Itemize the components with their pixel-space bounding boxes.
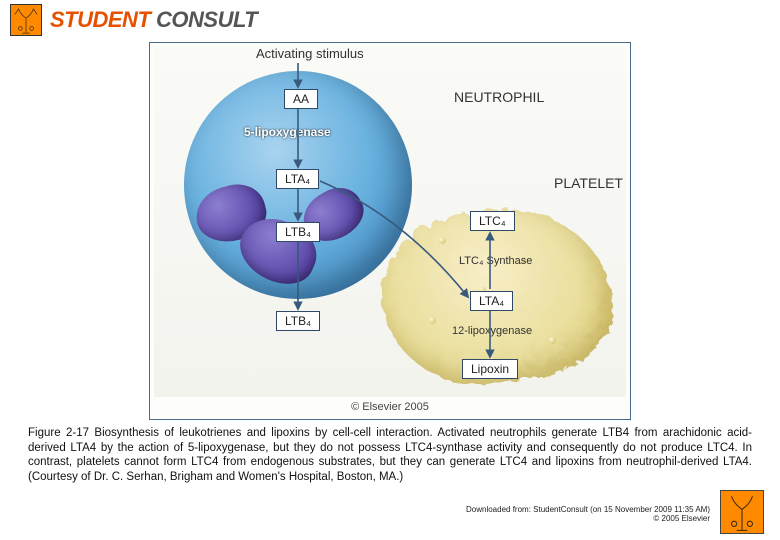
elsevier-logo — [10, 4, 42, 36]
download-info: Downloaded from: StudentConsult (on 15 N… — [466, 505, 710, 524]
footer-elsevier-icon — [720, 490, 764, 534]
download-timestamp: Downloaded from: StudentConsult (on 15 N… — [466, 505, 710, 515]
page-header: STUDENT CONSULT — [0, 0, 780, 40]
enzyme-ltc4-synthase: LTC₄ Synthase — [459, 255, 532, 267]
figure-frame: Activating stimulus NEUTROPHIL PLATELET … — [149, 42, 631, 420]
platelet-granule — [439, 237, 446, 244]
platelet-label: PLATELET — [554, 175, 623, 191]
enzyme-12lo: 12-lipoxygenase — [452, 325, 532, 337]
figure-copyright: © Elsevier 2005 — [154, 401, 626, 413]
node-ltb4-out: LTB₄ — [276, 311, 320, 331]
student-consult-logo: STUDENT CONSULT — [50, 7, 257, 33]
footer-copyright: © 2005 Elsevier — [466, 514, 710, 524]
brand-consult: CONSULT — [150, 7, 257, 32]
node-aa: AA — [284, 89, 318, 109]
brand-student: STUDENT — [50, 7, 150, 32]
platelet-granule — [429, 317, 436, 324]
pathway-diagram: Activating stimulus NEUTROPHIL PLATELET … — [154, 47, 626, 397]
node-lipoxin: Lipoxin — [462, 359, 518, 379]
node-ltb4-neutrophil: LTB₄ — [276, 222, 320, 242]
elsevier-tree-icon — [10, 4, 42, 36]
node-lta4-neutrophil: LTA₄ — [276, 169, 319, 189]
stimulus-label: Activating stimulus — [256, 46, 364, 61]
node-ltc4: LTC₄ — [470, 211, 515, 231]
neutrophil-label: NEUTROPHIL — [454, 89, 544, 105]
enzyme-5lo: 5-lipoxygenase — [244, 125, 331, 139]
figure-caption: Figure 2-17 Biosynthesis of leukotrienes… — [28, 426, 752, 485]
node-lta4-platelet: LTA₄ — [470, 291, 513, 311]
platelet-granule — [549, 337, 556, 344]
